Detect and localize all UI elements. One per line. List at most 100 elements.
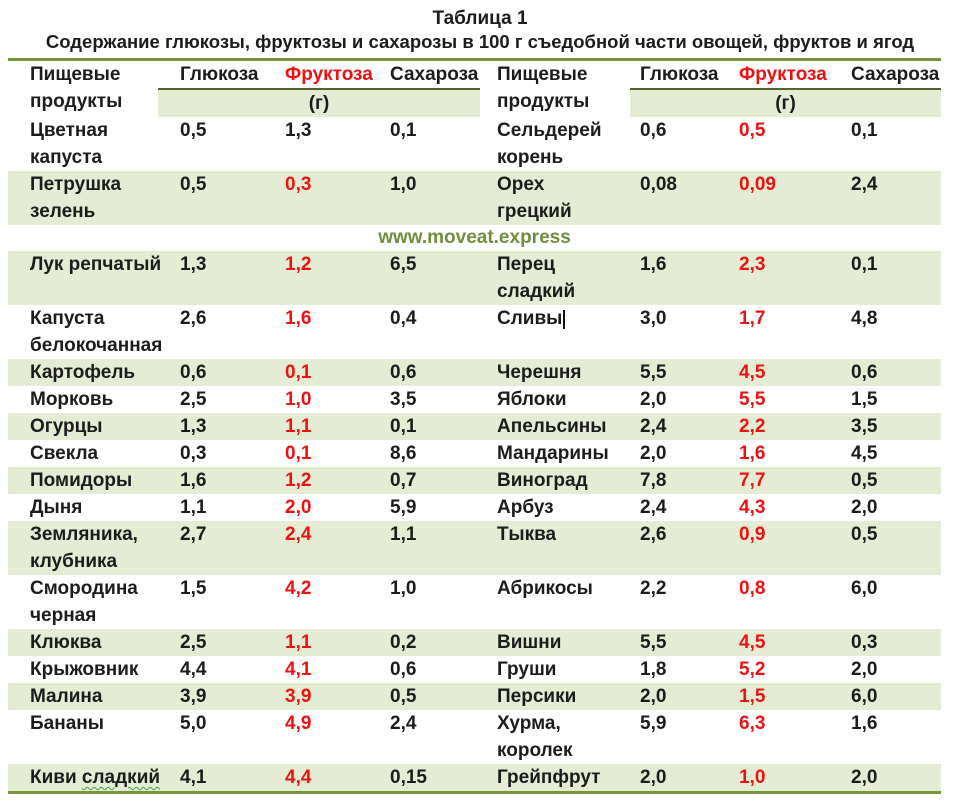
glucose-left: 0,6: [158, 359, 263, 386]
product-name-left: Дыня: [8, 494, 158, 521]
glucose-left: 2,6: [180, 308, 207, 329]
glucose-left: 4,1: [158, 764, 263, 793]
product-name-left: Киви сладкий: [8, 764, 160, 793]
fructose-left: 4,4: [263, 764, 368, 793]
glucose-right: 5,5: [630, 629, 728, 656]
product-name-left: Земляника, клубника: [8, 521, 158, 575]
product-label: Виноград: [497, 470, 588, 491]
sucrose-left: 1,0: [368, 171, 480, 225]
glucose-right: 0,6: [640, 120, 667, 141]
table-subtitle: Содержание глюкозы, фруктозы и сахарозы …: [45, 31, 915, 52]
table-row: Смородина черная 1,5 4,2 1,0 Абрикосы 2,2 0,8 6…: [8, 575, 941, 629]
product-label: Смородина черная: [30, 578, 138, 626]
fructose-right: 1,5: [728, 683, 836, 710]
column-header-products-right: Пищевые продукты: [497, 64, 590, 112]
table-row: Клюква 2,5 1,1 0,2 Вишни 5,5 4,5 0,3: [8, 629, 941, 656]
column-header-glucose-right: Глюкоза: [640, 64, 719, 85]
product-label: Арбуз: [497, 497, 554, 518]
table-body: Цветная капуста 0,5 1,3 0,1 Сельдерей корень…: [8, 117, 941, 793]
table-row: Бананы 5,0 4,9 2,4 Хурма, королек 5,9 6,3 1,6: [8, 710, 941, 764]
fructose-right: 4,5: [728, 359, 836, 386]
product-name-left: Огурцы: [8, 413, 158, 440]
sucrose-left: 1,1: [368, 521, 480, 575]
glucose-right: 5,9: [640, 713, 667, 734]
sucrose-right: 6,0: [836, 683, 941, 710]
glucose-right: 2,0: [640, 389, 667, 410]
glucose-right: 2,0: [640, 443, 667, 464]
sucrose-right: 2,0: [851, 659, 878, 680]
fructose-left: 0,1: [285, 443, 312, 464]
glucose-left: 1,1: [180, 497, 207, 518]
glucose-right: 0,08: [630, 171, 728, 225]
sucrose-left: 0,2: [368, 629, 480, 656]
glucose-right: 2,2: [640, 578, 667, 599]
table-header: Пищевые продукты Глюкоза Фруктоза Сахаро…: [8, 60, 941, 117]
fructose-right: 5,2: [739, 659, 766, 680]
product-label: Капуста белокочанная: [30, 308, 163, 356]
table-row: Земляника, клубника 2,7 2,4 1,1 Тыква 2,6 0,9 0…: [8, 521, 941, 575]
table-row: Малина 3,9 3,9 0,5 Персики 2,0 1,5 6,0: [8, 683, 941, 710]
fructose-left: 1,2: [263, 251, 368, 305]
column-header-sucrose-left: Сахароза: [390, 64, 479, 85]
fructose-left: 1,6: [285, 308, 312, 329]
fructose-left: 4,9: [285, 713, 312, 734]
sucrose-right: 0,5: [836, 467, 941, 494]
product-label: Орех грецкий: [497, 174, 572, 222]
glucose-left: 3,9: [158, 683, 263, 710]
glucose-right: 2,0: [630, 683, 728, 710]
glucose-left: 1,3: [158, 413, 263, 440]
product-label: Яблоки: [497, 389, 567, 410]
product-name-right: Груши: [480, 656, 630, 683]
fructose-right: 6,3: [739, 713, 766, 734]
sucrose-left: 3,5: [390, 389, 417, 410]
product-name-left: Свекла: [8, 440, 158, 467]
fructose-left: 1,1: [263, 413, 368, 440]
glucose-right: 2,4: [630, 413, 728, 440]
glucose-left: 0,5: [158, 171, 263, 225]
fructose-left: 0,1: [263, 359, 368, 386]
product-label: Картофель: [30, 362, 136, 383]
glucose-left: 2,5: [180, 389, 207, 410]
product-name-right: Мандарины: [480, 440, 630, 467]
fructose-left: 1,1: [263, 629, 368, 656]
table-row: Морковь 2,5 1,0 3,5 Яблоки 2,0 5,5 1,5: [8, 386, 941, 413]
product-label: Груши: [497, 659, 557, 680]
product-name-right: Орех грецкий: [480, 171, 630, 225]
product-label: Тыква: [497, 524, 557, 545]
glucose-left: 2,7: [158, 521, 263, 575]
product-label: Цветная капуста: [30, 120, 109, 168]
fructose-left: 4,2: [285, 578, 312, 599]
fructose-left: 2,0: [285, 497, 312, 518]
table-row: Крыжовник 4,4 4,1 0,6 Груши 1,8 5,2 2,0: [8, 656, 941, 683]
fructose-left: 2,4: [263, 521, 368, 575]
sucrose-left: 2,4: [390, 713, 417, 734]
table-row: Огурцы 1,3 1,1 0,1 Апельсины 2,4 2,2 3,5: [8, 413, 941, 440]
product-name-right: Вишни: [480, 629, 630, 656]
product-label: Черешня: [497, 362, 582, 383]
glucose-right: 1,6: [630, 251, 728, 305]
table-row: Капуста белокочанная 2,6 1,6 0,4 Сливы 3,0 1,7…: [8, 305, 941, 359]
sucrose-right: 4,8: [851, 308, 878, 329]
product-name-right: Виноград: [480, 467, 630, 494]
product-name-right: Персики: [480, 683, 630, 710]
glucose-right: 2,4: [640, 497, 667, 518]
glucose-right: 7,8: [630, 467, 728, 494]
sucrose-left: 0,6: [368, 359, 480, 386]
product-label: Дыня: [30, 497, 83, 518]
product-label: Бананы: [30, 713, 104, 734]
table-title: Таблица 1: [432, 8, 528, 29]
fructose-right: 0,9: [728, 521, 836, 575]
sucrose-left: 0,4: [390, 308, 417, 329]
product-label: Хурма, королек: [497, 713, 573, 761]
sucrose-left: 0,7: [368, 467, 480, 494]
sucrose-right: 4,5: [851, 443, 878, 464]
product-label: Сельдерей корень: [497, 120, 602, 168]
product-name-left: Малина: [8, 683, 158, 710]
glucose-left: 0,5: [180, 120, 207, 141]
glucose-right: 5,5: [630, 359, 728, 386]
table-row: Свекла 0,3 0,1 8,6 Мандарины 2,0 1,6 4,5: [8, 440, 941, 467]
sucrose-right: 6,0: [851, 578, 878, 599]
glucose-right: 3,0: [640, 308, 667, 329]
sucrose-right: 2,4: [836, 171, 941, 225]
